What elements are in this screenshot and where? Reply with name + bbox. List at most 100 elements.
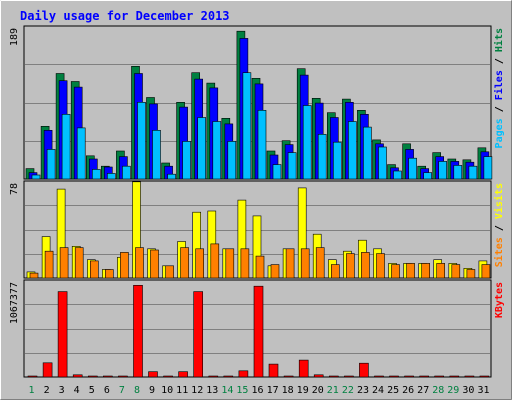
bar-pages	[438, 161, 448, 180]
bar-kbytes	[268, 363, 279, 378]
bar-sites	[165, 265, 174, 279]
bar-sites	[210, 243, 220, 279]
legend-part: /	[494, 219, 505, 237]
bar-sites	[436, 263, 446, 279]
x-tick-label: 13	[206, 385, 218, 396]
x-tick-label: 29	[447, 385, 459, 396]
bar-sites	[74, 247, 84, 279]
panel-kbytes: 1067377 KBytes	[9, 279, 505, 378]
legend-part: KBytes	[494, 282, 505, 318]
bar-pages	[272, 164, 282, 180]
bar-kbytes	[283, 375, 294, 378]
bar-pages	[483, 156, 493, 180]
chart-title: Daily usage for December 2013	[20, 9, 230, 23]
x-tick-label: 23	[357, 385, 369, 396]
bar-sites	[421, 263, 431, 279]
bar-pages	[197, 117, 206, 180]
x-tick-label: 30	[462, 385, 474, 396]
bar-pages	[393, 170, 402, 180]
bar-kbytes	[208, 375, 219, 378]
bar-sites	[285, 248, 295, 279]
legend-part: Visits	[493, 183, 505, 219]
bar-sites	[59, 247, 69, 279]
bar-kbytes	[57, 291, 68, 378]
bar-kbytes	[344, 375, 354, 378]
legend-part: Hits	[493, 28, 505, 52]
legend-part: /	[494, 52, 505, 70]
bar-pages	[287, 152, 297, 180]
x-tick-label: 17	[267, 385, 279, 396]
bar-pages	[363, 126, 372, 180]
bar-kbytes	[27, 375, 38, 378]
bar-sites	[270, 264, 280, 279]
bar-pages	[61, 114, 71, 180]
series-legend-label: Sites / Visits	[493, 183, 505, 267]
x-tick-label: 10	[161, 385, 173, 396]
bar-sites	[406, 263, 415, 279]
x-tick-label: 8	[134, 385, 140, 396]
bar-sites	[451, 264, 461, 279]
bar-sites	[376, 253, 385, 279]
bar-pages	[408, 157, 417, 180]
bar-kbytes	[404, 375, 414, 378]
series-legend-label: KBytes	[494, 282, 505, 318]
bar-pages	[317, 134, 327, 180]
x-tick-label: 7	[119, 385, 125, 396]
bar-kbytes	[298, 359, 309, 378]
bar-kbytes	[238, 370, 249, 378]
bar-kbytes	[464, 375, 475, 378]
x-tick-label: 27	[417, 385, 429, 396]
x-tick-label: 5	[89, 385, 95, 396]
bar-sites	[150, 249, 159, 279]
bar-kbytes	[253, 285, 264, 378]
bar-pages	[167, 173, 176, 180]
x-tick-label: 6	[104, 385, 110, 396]
bar-pages	[212, 121, 222, 180]
bar-kbytes	[313, 374, 324, 378]
bar-kbytes	[118, 375, 128, 378]
bar-sites	[225, 248, 235, 279]
bar-kbytes	[88, 375, 98, 378]
bar-pages	[107, 173, 116, 180]
chart-panels: 189 Pages / Files / Hits 78 Sites / Visits 1…	[9, 25, 505, 378]
bar-pages	[137, 102, 146, 180]
bar-kbytes	[328, 375, 339, 378]
x-tick-label: 21	[327, 385, 339, 396]
bar-kbytes	[178, 371, 188, 378]
series-legend-label: Pages / Files / Hits	[493, 28, 505, 148]
bar-pages	[332, 141, 342, 180]
x-tick-label: 15	[236, 385, 248, 396]
bar-pages	[348, 121, 357, 180]
bar-pages	[227, 141, 237, 180]
bar-pages	[46, 149, 56, 180]
x-tick-label: 3	[59, 385, 65, 396]
panel-hits-files-pages: 189 Pages / Files / Hits	[9, 25, 505, 180]
bar-kbytes	[479, 375, 490, 378]
x-tick-label: 9	[149, 385, 155, 396]
x-tick-label: 19	[297, 385, 309, 396]
bar-sites	[466, 269, 476, 279]
x-tick-label: 18	[282, 385, 294, 396]
bar-sites	[255, 255, 265, 279]
x-tick-label: 20	[312, 385, 324, 396]
legend-part: /	[494, 100, 505, 118]
x-tick-label: 24	[372, 385, 384, 396]
y-max-label: 78	[9, 183, 20, 195]
bar-pages	[257, 110, 267, 180]
bar-sites	[29, 272, 39, 279]
bar-kbytes	[72, 374, 83, 378]
bar-pages	[453, 165, 463, 180]
bar-kbytes	[103, 375, 113, 378]
bar-pages	[182, 141, 191, 180]
bar-sites	[105, 269, 114, 279]
bar-sites	[240, 248, 250, 279]
bar-kbytes	[359, 362, 369, 378]
x-axis-labels: 1 2 3 4 5 6 7 8 9 10 11 12 13 14 15 16 17 18 19 20 21 22 23 24 2…	[28, 385, 489, 396]
x-tick-label: 14	[221, 385, 233, 396]
x-tick-label: 26	[402, 385, 414, 396]
y-max-label: 1067377	[9, 282, 20, 324]
bar-kbytes	[419, 375, 430, 378]
x-tick-label: 1	[28, 385, 34, 396]
